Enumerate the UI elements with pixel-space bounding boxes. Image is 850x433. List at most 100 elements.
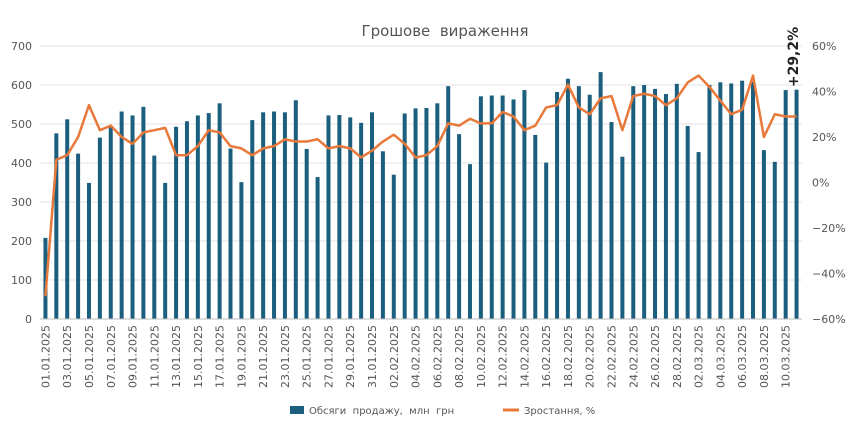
x-tick-label: 16.02.2025 (540, 325, 553, 388)
bar (772, 161, 777, 319)
bar (489, 95, 494, 319)
legend-swatch-bars (290, 406, 304, 414)
bar (228, 148, 233, 319)
bar (97, 137, 102, 319)
bar (533, 134, 538, 319)
x-tick-label: 01.01.2025 (39, 325, 52, 388)
bar (761, 150, 766, 319)
y-left-tick-label: 200 (11, 235, 32, 248)
bar (718, 82, 723, 320)
chart-title: Грошове вираження (361, 22, 528, 40)
bar (359, 122, 364, 319)
bar (457, 134, 462, 319)
bar (751, 81, 756, 319)
x-tick-label: 10.03.2025 (780, 325, 793, 388)
bar (174, 126, 179, 319)
bar (163, 182, 168, 319)
y-left-tick-label: 400 (11, 157, 32, 170)
x-tick-label: 06.02.2025 (431, 325, 444, 388)
x-tick-label: 26.02.2025 (649, 325, 662, 388)
bar (130, 115, 135, 319)
bar (76, 153, 81, 319)
bar (478, 96, 483, 319)
bar (435, 103, 440, 319)
x-tick-label: 08.02.2025 (453, 325, 466, 388)
bar (315, 177, 320, 319)
x-tick-label: 31.01.2025 (366, 325, 379, 388)
bar (467, 164, 472, 319)
bar (642, 85, 647, 319)
y-right-tick-label: 60% (812, 40, 836, 53)
x-tick-label: 13.01.2025 (170, 325, 183, 388)
y-left-tick-label: 100 (11, 274, 32, 287)
line-series (44, 74, 797, 297)
x-axis: 01.01.2025 03.01.2025 05.01.2025 07.01.2025… (39, 318, 802, 388)
bar (326, 115, 331, 319)
x-tick-label: 04.03.2025 (714, 325, 727, 388)
x-tick-label: 29.01.2025 (344, 325, 357, 388)
bar (108, 125, 113, 319)
bar (43, 237, 48, 319)
bar (86, 182, 91, 319)
bar (250, 120, 255, 319)
bar (424, 108, 429, 319)
bar (587, 94, 592, 319)
growth-annotation: +29,2% (786, 27, 802, 87)
bar (119, 111, 124, 320)
bar (707, 85, 712, 319)
bar (576, 86, 581, 319)
bar (391, 174, 396, 319)
bar (740, 80, 745, 320)
bar (304, 148, 309, 319)
bar (446, 86, 451, 319)
bar (206, 113, 211, 319)
bar (370, 112, 375, 319)
legend-label-bars: Обсяги продажу, млн грн (309, 406, 454, 417)
bar (184, 121, 189, 320)
right-axis: −60% −40% −20% 0% 20% 40% 60% (812, 40, 846, 326)
y-right-tick-label: 0% (812, 177, 829, 190)
bar (555, 92, 560, 320)
bar (65, 119, 70, 319)
y-right-tick-label: −20% (812, 222, 846, 235)
bar (54, 133, 59, 319)
bar (402, 113, 407, 319)
x-tick-label: 02.02.2025 (388, 325, 401, 388)
bar (565, 78, 570, 319)
x-tick-label: 17.01.2025 (214, 325, 227, 388)
x-tick-label: 07.01.2025 (105, 325, 118, 388)
bar (729, 83, 734, 319)
bar (522, 90, 527, 319)
bar (620, 156, 625, 319)
bar (152, 155, 157, 319)
x-tick-label: 20.02.2025 (584, 325, 597, 388)
x-tick-label: 25.01.2025 (301, 325, 314, 388)
bar (544, 162, 549, 319)
bar (663, 93, 668, 319)
bar (685, 125, 690, 319)
x-tick-label: 14.02.2025 (518, 325, 531, 388)
bar (696, 152, 701, 319)
x-tick-label: 27.01.2025 (323, 325, 336, 388)
legend: Обсяги продажу, млн грн Зростання, % (290, 406, 595, 417)
x-tick-label: 18.02.2025 (562, 325, 575, 388)
x-tick-label: 10.02.2025 (475, 325, 488, 388)
bar (195, 115, 200, 319)
bar (653, 88, 658, 320)
y-right-tick-label: −40% (812, 268, 846, 281)
x-tick-label: 05.01.2025 (83, 325, 96, 388)
x-tick-label: 04.02.2025 (410, 325, 423, 388)
bar (631, 86, 636, 319)
bar (272, 111, 277, 320)
bar-series (43, 72, 799, 320)
bar (337, 115, 342, 319)
bar (511, 99, 516, 320)
y-left-tick-label: 0 (25, 313, 32, 326)
bar (217, 103, 222, 319)
x-tick-label: 28.02.2025 (671, 325, 684, 388)
y-right-tick-label: 40% (812, 86, 836, 99)
bar (282, 112, 287, 319)
bar (348, 117, 353, 320)
bar (674, 83, 679, 319)
